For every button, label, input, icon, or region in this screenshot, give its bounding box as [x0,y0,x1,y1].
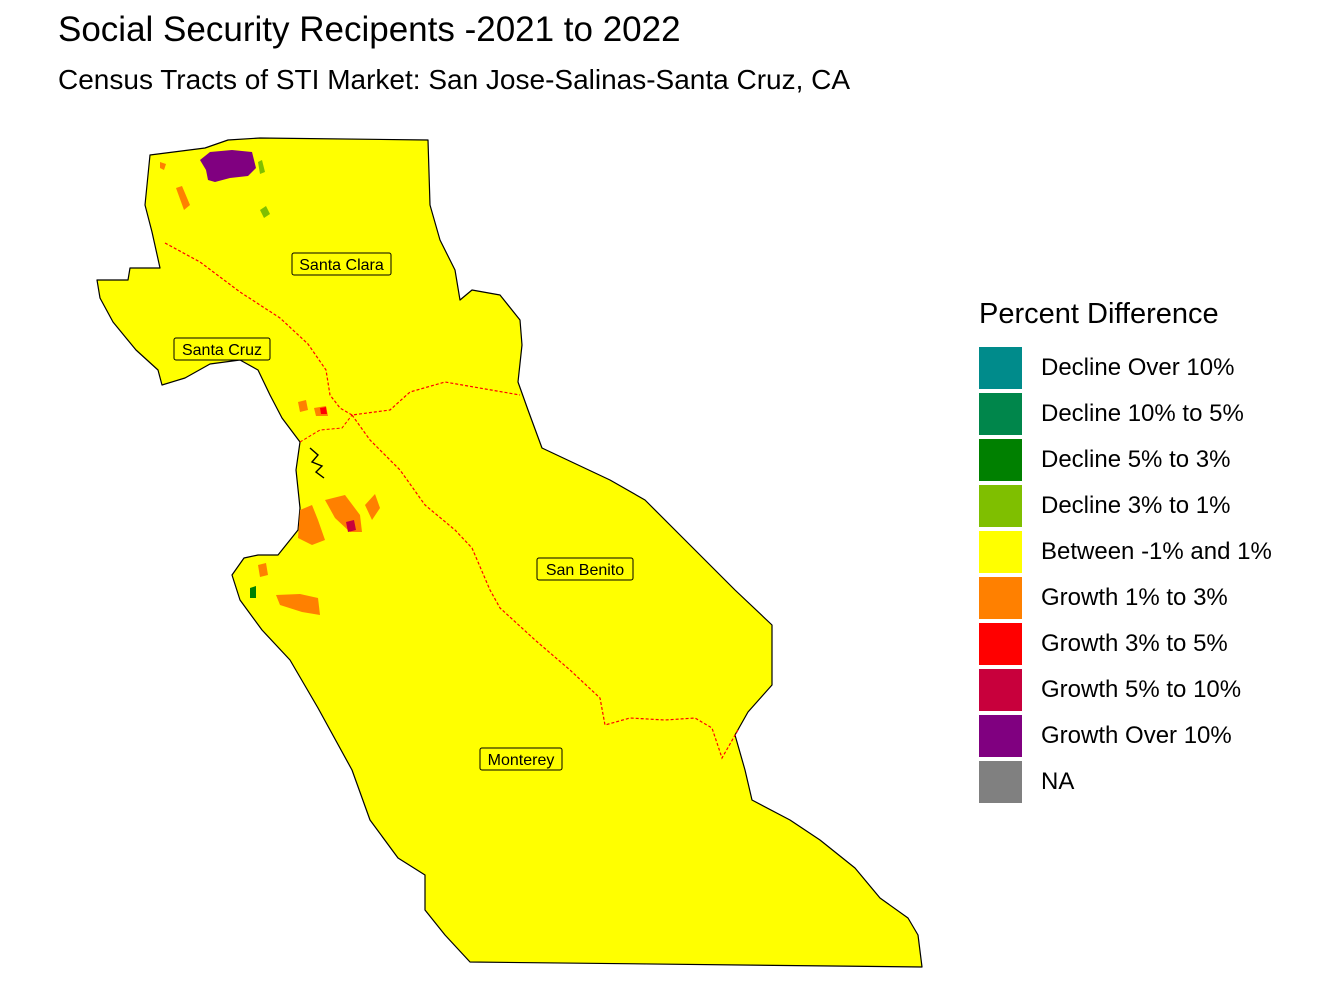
legend-swatch [979,577,1022,619]
legend-label: Growth 5% to 10% [1041,676,1242,703]
legend-label: NA [1041,768,1075,795]
legend-item: Growth 3% to 5% [979,621,1272,667]
tract-growth-1-3-castroville [298,505,325,545]
legend-item: Growth 1% to 3% [979,575,1272,621]
choropleth-map: Santa Clara Santa Cruz San Benito Monter… [96,137,923,968]
legend-items: Decline Over 10% Decline 10% to 5% Decli… [979,345,1272,805]
county-border-santaclara-santacruz [164,242,521,416]
svg-text:San Benito: San Benito [546,562,624,579]
legend-item: Growth 5% to 10% [979,667,1272,713]
legend-swatch [979,715,1022,757]
legend-item: Decline Over 10% [979,345,1272,391]
legend-label: Growth Over 10% [1041,722,1232,749]
legend-label: Between -1% and 1% [1041,538,1272,565]
tract-growth-1-3-seaside [258,563,268,577]
legend-label: Decline 5% to 3% [1041,446,1231,473]
legend-item: Decline 5% to 3% [979,437,1272,483]
map-subtitle: Census Tracts of STI Market: San Jose-Sa… [58,64,851,95]
legend-swatch [979,669,1022,711]
tract-decline-3-1-a [258,160,265,174]
legend-item: Growth Over 10% [979,713,1272,759]
county-border-montereysanbenito [351,414,739,760]
legend-label: Growth 1% to 3% [1041,584,1228,611]
county-label-san-benito: San Benito [536,557,634,581]
region-outline [96,137,923,968]
legend-item: Decline 10% to 5% [979,391,1272,437]
legend-swatch [979,485,1022,527]
legend-swatch [979,347,1022,389]
legend-label: Decline Over 10% [1041,354,1235,381]
legend-label: Decline 3% to 1% [1041,492,1231,519]
tract-growth-1-3-c [298,400,308,412]
legend-item: NA [979,759,1272,805]
legend: Percent Difference Decline Over 10% Decl… [979,298,1272,805]
legend-swatch [979,439,1022,481]
elkhorn-slough-detail [309,447,325,479]
legend-label: Decline 10% to 5% [1041,400,1244,427]
tract-growth-1-3-marina [276,594,320,615]
legend-item: Decline 3% to 1% [979,483,1272,529]
legend-title: Percent Difference [979,298,1219,330]
tract-growth-3-5-a [320,407,327,414]
legend-swatch [979,623,1022,665]
legend-swatch [979,761,1022,803]
tract-growth-1-3-b [160,162,166,170]
county-label-santa-clara: Santa Clara [291,252,392,276]
svg-text:Monterey: Monterey [488,752,555,769]
tract-decline-3-1-b [260,206,270,218]
legend-label: Growth 3% to 5% [1041,630,1228,657]
legend-swatch [979,393,1022,435]
svg-text:Santa Clara: Santa Clara [299,257,384,274]
county-label-monterey: Monterey [479,747,563,771]
legend-swatch [979,531,1022,573]
tract-growth-over-10 [200,150,256,182]
svg-text:Santa Cruz: Santa Cruz [182,342,262,359]
county-border-santacruz-monterey [299,414,353,443]
legend-item: Between -1% and 1% [979,529,1272,575]
tract-growth-1-3-salinas-ne [365,494,380,520]
county-label-santa-cruz: Santa Cruz [173,337,271,361]
tract-growth-1-3-a [176,186,190,210]
map-title: Social Security Recipents -2021 to 2022 [58,10,681,49]
tract-decline-5-3-monterey [250,586,256,598]
tract-growth-5-10-salinas [346,520,356,532]
